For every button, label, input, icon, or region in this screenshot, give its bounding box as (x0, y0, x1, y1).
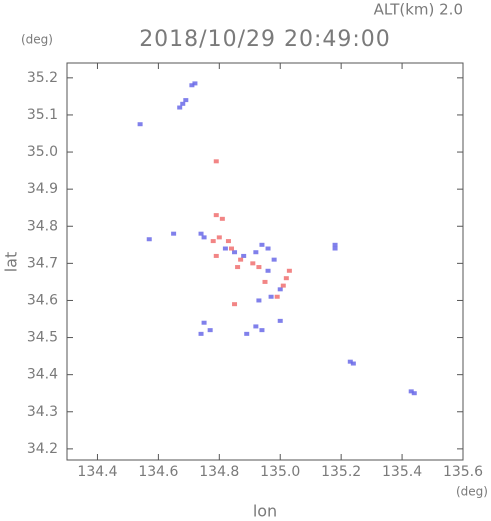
echo-point (265, 268, 271, 273)
x-tick-label: 135.4 (382, 464, 422, 480)
plot-frame (66, 62, 464, 461)
echo-point (253, 250, 259, 255)
y-tick-label: 35.0 (27, 144, 58, 160)
echo-point (259, 328, 265, 333)
echo-point (232, 250, 238, 255)
y-axis-title: lat (2, 252, 21, 273)
x-tick-label: 134.6 (138, 464, 178, 480)
echo-point (283, 276, 289, 281)
echo-point (232, 302, 238, 307)
echo-point (192, 81, 198, 86)
y-tick-label: 34.9 (27, 181, 58, 197)
echo-point (277, 318, 283, 323)
echo-point (146, 237, 152, 242)
y-tick-label: 35.1 (27, 107, 58, 123)
y-tick-label: 34.3 (27, 404, 58, 420)
echo-point (332, 246, 338, 251)
y-tick-label: 34.7 (27, 255, 58, 271)
echo-point (225, 239, 231, 244)
echo-point (228, 246, 234, 251)
echo-point (259, 242, 265, 247)
y-tick-label: 34.5 (27, 330, 58, 346)
echo-point (216, 235, 222, 240)
echo-point (274, 294, 280, 299)
echo-point (171, 231, 177, 236)
echo-point (222, 246, 228, 251)
echo-point (219, 216, 225, 221)
echo-point (180, 101, 186, 106)
echo-point (210, 239, 216, 244)
y-tick-label: 34.6 (27, 292, 58, 308)
y-tick-label: 34.2 (27, 441, 58, 457)
echo-point (332, 242, 338, 247)
echo-point (213, 213, 219, 218)
echo-point (268, 294, 274, 299)
x-axis-title: lon (253, 502, 277, 521)
echo-point (189, 83, 195, 88)
echo-point (201, 320, 207, 325)
echo-point (235, 265, 241, 270)
echo-point (238, 257, 244, 262)
echo-point (347, 359, 353, 364)
y-tick-label: 34.8 (27, 218, 58, 234)
echo-point (256, 298, 262, 303)
chart-title: 2018/10/29 20:49:00 (139, 27, 391, 52)
x-unit: (deg) (456, 485, 488, 499)
echo-point (241, 253, 247, 258)
echo-point (411, 391, 417, 396)
x-tick-label: 134.8 (199, 464, 239, 480)
echo-point (137, 122, 143, 127)
echo-point (262, 279, 268, 284)
echo-point (280, 283, 286, 288)
echo-point (271, 257, 277, 262)
echo-point (277, 287, 283, 292)
echo-point (253, 324, 259, 329)
y-tick-label: 35.2 (27, 70, 58, 86)
x-tick-label: 134.4 (77, 464, 117, 480)
echo-point (350, 361, 356, 366)
y-unit: (deg) (21, 33, 53, 47)
echo-point (201, 235, 207, 240)
echo-point (265, 246, 271, 251)
echo-point (244, 331, 250, 336)
x-tick-label: 135.0 (260, 464, 300, 480)
echo-point (213, 253, 219, 258)
echo-point (207, 328, 213, 333)
altitude-label: ALT(km) 2.0 (374, 1, 463, 19)
echo-point (256, 265, 262, 270)
y-tick-label: 34.4 (27, 367, 58, 383)
echo-point (177, 105, 183, 110)
echo-point (198, 331, 204, 336)
echo-point (213, 159, 219, 164)
x-tick-label: 135.2 (321, 464, 361, 480)
x-tick-label: 135.6 (443, 464, 483, 480)
echo-point (408, 389, 414, 394)
echo-point (183, 98, 189, 103)
echo-point (286, 268, 292, 273)
echo-point (198, 231, 204, 236)
echo-point (250, 261, 256, 266)
